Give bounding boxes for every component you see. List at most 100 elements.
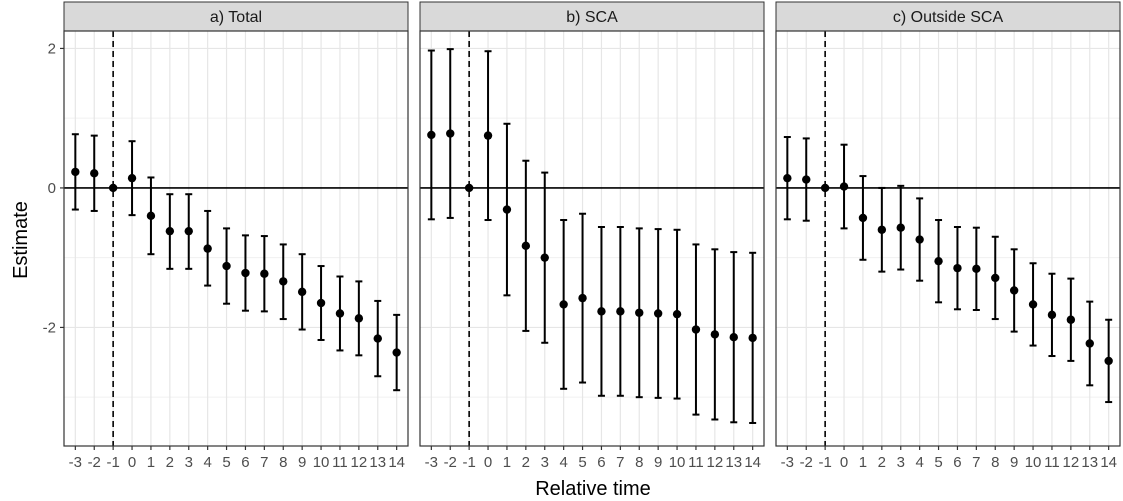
x-tick-label: 14 [744,454,761,471]
estimate-point [839,182,849,191]
estimate-point [1009,286,1019,295]
estimate-point [502,205,512,214]
x-tick-label: 4 [203,454,211,471]
x-tick-label: 10 [1025,454,1042,471]
x-tick-label: 11 [332,454,348,471]
estimate-point [427,130,436,140]
y-axis: -2 0 2 [43,40,64,336]
estimate-point [354,314,364,323]
x-tick-label: 2 [522,454,530,471]
estimate-point [820,183,830,193]
estimate-point [896,223,905,232]
panel-strip [63,1,409,32]
estimate-point [222,261,231,271]
x-tick-label: 5 [578,454,586,471]
estimate-point [316,298,326,308]
x-tick-label: 2 [878,454,886,471]
estimate-point [877,225,887,234]
panel-border [419,30,765,447]
x-tick-label: 0 [840,454,848,471]
panel-background [64,31,408,446]
x-tick-label: -3 [69,454,82,471]
estimate-point [802,175,811,184]
panel-strip [775,1,1121,32]
estimate-point [783,173,792,183]
y-tick-label: 0 [48,180,56,197]
x-tick-label: 1 [147,454,155,471]
estimate-point [972,264,981,274]
estimate-point [635,308,644,317]
x-tick-label: 12 [1063,454,1080,471]
panel-1: a) Total-3 -2 -1 0 1 2 3 4 5 6 7 8 9 10 11 12 13 14 [63,1,409,471]
x-tick-label: 8 [991,454,999,471]
estimate-point [953,263,962,273]
x-tick-label: 1 [859,454,867,471]
panel-title: a) Total [210,9,262,26]
x-tick-label: 6 [953,454,961,471]
estimate-point [748,333,757,343]
estimate-point [241,268,250,278]
estimate-point [653,309,663,318]
x-tick-label: -2 [88,454,101,471]
estimate-point [559,300,568,309]
estimate-point [392,348,401,357]
estimate-point [1085,339,1094,348]
estimate-point [729,332,738,342]
x-tick-label: 12 [707,454,724,471]
x-tick-label: 11 [688,454,704,471]
x-tick-label: 13 [1081,454,1098,471]
x-tick-label: 6 [241,454,249,471]
x-axis-title: Relative time [535,478,651,500]
estimate-point [146,211,156,221]
y-axis-title: Estimate [10,201,32,279]
x-tick-label: 1 [503,454,511,471]
estimate-point [934,256,943,266]
estimate-point [184,226,193,236]
estimate-point [127,173,137,183]
panel-2: b) SCA-3 -2 -1 0 1 2 3 4 5 6 7 8 9 10 11 12 13 14 [419,1,765,471]
x-tick-label: 9 [298,454,306,471]
panel-3: c) Outside SCA-3 -2 -1 0 1 2 3 4 5 6 7 8 9 10 11 12 13 14 [775,1,1121,471]
x-tick-label: 7 [260,454,268,471]
x-tick-label: -1 [106,454,119,471]
x-tick-label: 6 [597,454,605,471]
x-tick-label: 11 [1044,454,1060,471]
x-tick-label: -3 [781,454,794,471]
estimate-point [710,330,720,339]
estimate-point [915,235,924,244]
estimate-point [1047,310,1057,320]
x-tick-label: 4 [559,454,567,471]
estimate-point [521,241,531,251]
x-tick-label: 14 [388,454,405,471]
estimate-point [858,213,868,223]
x-tick-label: 7 [972,454,980,471]
estimate-point [991,273,1000,283]
x-tick-label: 5 [934,454,942,471]
estimate-point [691,325,701,334]
panel-title: c) Outside SCA [893,9,1004,26]
x-tick-label: 3 [185,454,193,471]
x-tick-label: 2 [166,454,174,471]
estimate-point [616,307,625,316]
x-tick-label: 3 [541,454,549,471]
estimate-point [597,307,606,316]
estimate-point [108,183,118,193]
estimate-point [446,129,455,138]
panel-background [420,31,764,446]
x-tick-label: 8 [279,454,287,471]
estimate-point [1066,315,1076,324]
x-tick-label: 13 [725,454,742,471]
estimate-point [1028,300,1038,309]
x-tick-label: 10 [669,454,686,471]
estimate-point [373,334,382,343]
x-tick-label: -1 [462,454,475,471]
x-tick-label: 13 [369,454,386,471]
x-tick-label: 9 [654,454,662,471]
x-tick-label: 7 [616,454,624,471]
x-tick-label: 9 [1010,454,1018,471]
estimate-point [90,169,99,178]
x-tick-label: 5 [222,454,230,471]
estimate-point [335,309,345,318]
x-tick-label: 14 [1100,454,1117,471]
